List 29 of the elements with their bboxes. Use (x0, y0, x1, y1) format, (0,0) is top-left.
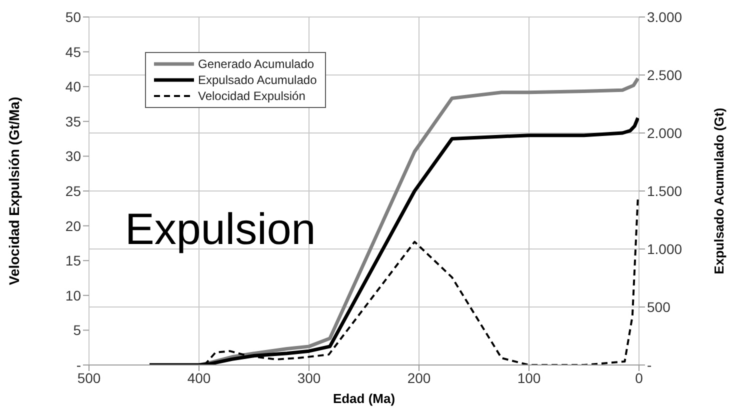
y-tick-label: 50 (65, 8, 82, 25)
x-tick-label: 0 (635, 370, 644, 386)
y-tick-label: 15 (65, 252, 82, 269)
y-tick-label: 10 (65, 287, 82, 304)
y2-tick-label: 3.000 (647, 8, 682, 25)
legend-label: Expulsado Acumulado (198, 72, 317, 88)
y-tick-label: 25 (65, 182, 82, 199)
y2-axis-title: Expulsado Acumulado (Gt) (712, 108, 727, 274)
y2-tick-label: 2.000 (647, 124, 682, 141)
y-tick-label: 45 (65, 44, 82, 60)
y-axis-title: Velocidad Expulsión (Gt/Ma) (6, 96, 22, 286)
y-tick-label: 30 (65, 148, 82, 164)
x-tick-label: 100 (517, 370, 541, 386)
x-tick-label: 400 (187, 370, 211, 386)
annotation: Expulsion (125, 205, 316, 255)
legend-label: Generado Acumulado (198, 56, 314, 72)
x-tick-label: 300 (297, 370, 321, 386)
y-tick-label: 20 (65, 218, 82, 234)
y2-tick-label: 1.000 (647, 240, 682, 257)
y2-tick-label: 500 (647, 298, 671, 315)
y-tick-label: 40 (65, 78, 82, 95)
x-tick-label: 200 (407, 370, 431, 386)
x-axis-title: Edad (Ma) (332, 391, 396, 406)
y2-tick-label: - (647, 356, 652, 373)
y2-tick-label: 2.500 (647, 66, 682, 83)
y2-tick-label: 1.500 (647, 182, 682, 199)
legend-label: Velocidad Expulsión (198, 88, 306, 104)
y-tick-label: 5 (73, 322, 82, 338)
y-tick-label: 35 (65, 113, 82, 130)
